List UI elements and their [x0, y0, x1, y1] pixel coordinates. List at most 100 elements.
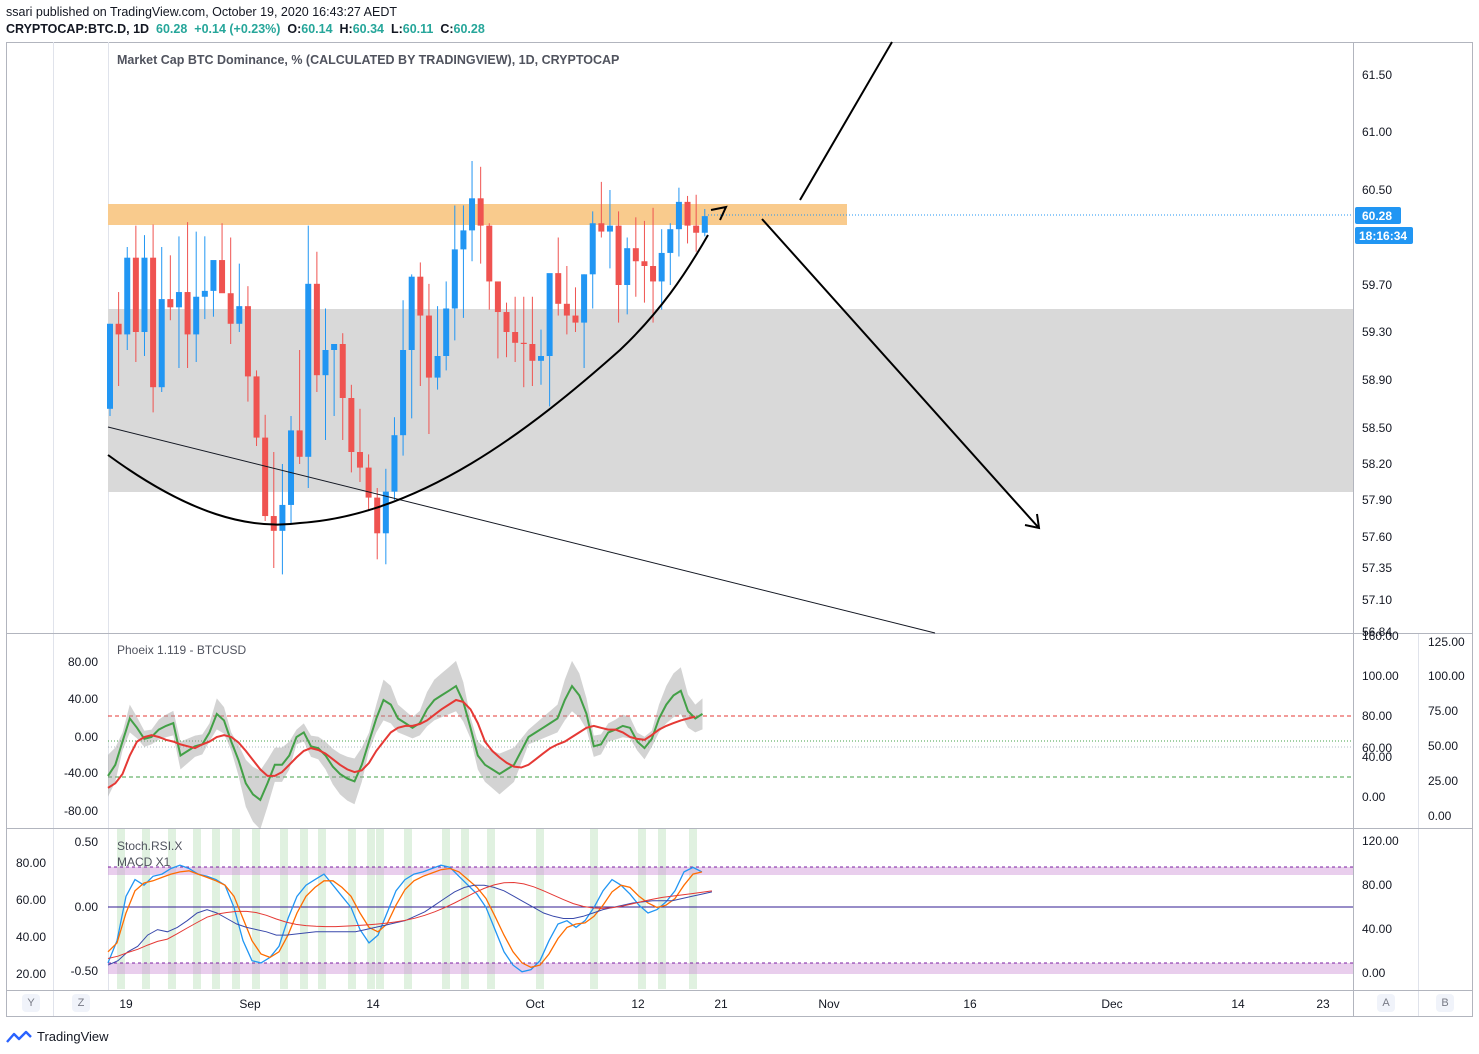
- candle-body: [107, 323, 113, 409]
- phoeix-inner-tick: 60.00: [1362, 741, 1392, 755]
- candle-body: [503, 312, 510, 332]
- stoch-highlight-bar: [442, 829, 450, 989]
- candle-body: [322, 350, 329, 376]
- candle-body: [193, 296, 200, 335]
- phoeix-axes[interactable]: 80.00 40.00 0.00 -40.00 -80.00 160.00 100.00 80…: [64, 629, 1465, 823]
- candle: [589, 211, 596, 309]
- phoeix-outer-tick: 50.00: [1428, 739, 1458, 753]
- candle-body: [253, 376, 260, 438]
- y-button[interactable]: Y: [22, 994, 40, 1012]
- price-change: +0.14 (+0.23%): [194, 22, 281, 36]
- cup-curve: [107, 234, 709, 526]
- open-label: O:: [287, 22, 302, 36]
- candle-body: [434, 356, 441, 378]
- low-label: L:: [390, 22, 403, 36]
- time-tick-label: 16: [963, 997, 977, 1011]
- candle: [477, 166, 484, 264]
- candle-body: [184, 292, 191, 335]
- candle: [469, 161, 476, 262]
- candle-body: [236, 306, 243, 324]
- close-value: 60.28: [453, 22, 485, 36]
- candle: [210, 260, 217, 317]
- phoeix-left-tick: 0.00: [75, 730, 99, 744]
- footer-brand[interactable]: TradingView: [6, 1029, 109, 1044]
- z-button[interactable]: Z: [72, 994, 90, 1012]
- ohlc-line: CRYPTOCAP:BTC.D, 1D 60.28 +0.14 (+0.23%)…: [6, 22, 485, 36]
- candle-body: [451, 249, 458, 309]
- stoch-axes[interactable]: 80.00 60.00 40.00 20.00 0.50 0.00 -0.50 120.00 8…: [16, 834, 1399, 981]
- candle: [158, 247, 165, 392]
- support-zone: [108, 309, 1353, 492]
- candle: [288, 416, 295, 525]
- candle-body: [563, 303, 570, 316]
- phoeix-left-tick: -80.00: [64, 804, 98, 818]
- candle: [572, 287, 579, 332]
- candle-body: [417, 276, 424, 316]
- last-price: 60.28: [156, 22, 188, 36]
- candle: [279, 464, 286, 575]
- stoch-title: Stoch.RSI.X: [117, 839, 182, 853]
- countdown-badge: 18:16:34: [1359, 229, 1407, 243]
- candle: [227, 237, 234, 344]
- stoch-highlight-bar: [193, 829, 201, 989]
- stoch-highlight-bar: [367, 829, 375, 989]
- candle: [581, 274, 588, 368]
- candle-body: [598, 223, 605, 232]
- candle: [201, 236, 208, 320]
- time-axis[interactable]: 19 Sep 14 Oct 12 21 Nov 16 Dec 14 23: [119, 997, 1330, 1011]
- time-tick-label: Sep: [239, 997, 261, 1011]
- candle-body: [115, 323, 122, 335]
- candle: [391, 417, 398, 500]
- candle-body: [132, 257, 139, 332]
- stoch-highlight-bar: [658, 829, 666, 989]
- candle-body: [141, 257, 148, 332]
- time-tick-label: Nov: [818, 997, 839, 1011]
- macd-left-tick: 0.00: [75, 900, 99, 914]
- candle: [598, 181, 605, 238]
- candle: [658, 229, 665, 310]
- candle-body: [555, 273, 562, 304]
- main-price-axis[interactable]: 61.50 61.00 60.50 59.70 59.30 58.90 58.50 58.20…: [1362, 68, 1392, 639]
- phoeix-left-tick: -40.00: [64, 766, 98, 780]
- stoch-right-tick: 0.00: [1362, 966, 1386, 980]
- price-tick-label: 56.84: [1362, 625, 1392, 639]
- stoch-highlight-bar: [536, 829, 544, 989]
- candle: [443, 281, 450, 371]
- candle-body: [693, 225, 700, 233]
- candle: [693, 194, 700, 252]
- macd-signal-line: [107, 881, 712, 959]
- candle: [650, 207, 657, 323]
- candle-body: [270, 516, 277, 531]
- stoch-right-tick: 40.00: [1362, 922, 1392, 936]
- high-value: 60.34: [352, 22, 384, 36]
- candle: [451, 205, 458, 341]
- symbol-label[interactable]: CRYPTOCAP:BTC.D, 1D: [6, 22, 150, 36]
- candle: [512, 296, 519, 362]
- bearish-arrow-line: [761, 218, 1039, 528]
- stoch-left-tick: 40.00: [16, 930, 46, 944]
- candle: [555, 237, 562, 316]
- candle: [434, 306, 441, 390]
- stoch-left-tick: 60.00: [16, 893, 46, 907]
- candle-body: [348, 398, 355, 452]
- candle-body: [288, 430, 295, 505]
- phoeix-inner-tick: 160.00: [1362, 629, 1399, 643]
- candle-body: [425, 315, 432, 378]
- stoch-highlight-bar: [590, 829, 598, 989]
- stoch-left-tick: 20.00: [16, 967, 46, 981]
- candle: [520, 296, 527, 388]
- b-button[interactable]: B: [1436, 994, 1454, 1012]
- candle: [684, 195, 691, 244]
- candle-body: [210, 260, 217, 291]
- stoch-right-tick: 80.00: [1362, 878, 1392, 892]
- oversold-zone: [108, 963, 1353, 974]
- candle-body: [150, 257, 157, 388]
- price-tick-label: 58.50: [1362, 421, 1392, 435]
- candle-body: [244, 306, 251, 377]
- time-tick-label: Oct: [526, 997, 545, 1011]
- candle-body: [305, 283, 312, 457]
- a-button[interactable]: A: [1377, 994, 1395, 1012]
- candle-body: [546, 273, 553, 356]
- candle-body: [374, 497, 381, 534]
